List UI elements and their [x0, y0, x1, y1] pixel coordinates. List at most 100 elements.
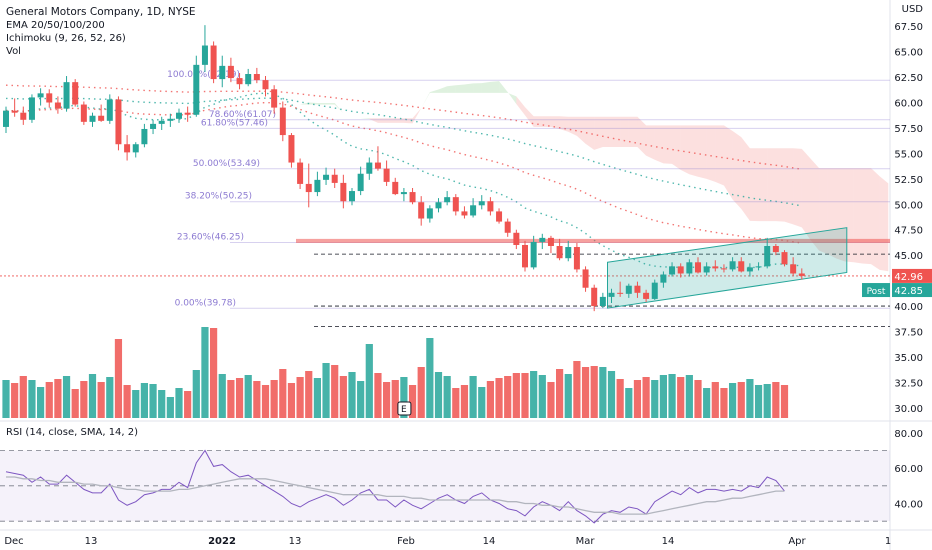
candle-body [496, 211, 503, 222]
candle-body [158, 120, 165, 124]
ichimoku-cloud-segment [481, 81, 491, 93]
rsi-tick-label: 40.00 [894, 500, 923, 511]
candle-body [798, 273, 805, 276]
ichimoku-cloud-segment [447, 85, 456, 93]
ichimoku-cloud-segment [550, 116, 560, 129]
volume-bar [383, 382, 391, 418]
fib-level-label: 23.60%(46.25) [177, 232, 244, 242]
candle-body [781, 252, 788, 265]
volume-bar [175, 388, 183, 418]
volume-bar [235, 378, 244, 418]
candle-body [746, 267, 753, 272]
candle-body [3, 110, 9, 127]
fib-level-label: 100.00%(62.19) [167, 70, 240, 80]
candle-body [599, 296, 606, 307]
legend-ichimoku[interactable]: Ichimoku (9, 26, 52, 26) [6, 33, 126, 44]
ichimoku-cloud-segment [533, 116, 543, 127]
candle-body [37, 93, 44, 98]
ichimoku-cloud-segment [680, 125, 690, 175]
candle-body [115, 99, 122, 145]
rsi-legend[interactable]: RSI (14, close, SMA, 14, 2) [6, 427, 139, 438]
candle-body [193, 64, 200, 115]
candle-body [340, 182, 347, 202]
candle-body [210, 45, 217, 80]
volume-bar [408, 385, 417, 418]
candle-body [98, 115, 105, 121]
price-tick-label: 30.00 [894, 404, 923, 415]
candle-body [669, 266, 676, 275]
candle-body [625, 285, 632, 294]
volume-bar [469, 376, 477, 418]
price-tick-label: 37.50 [894, 327, 923, 338]
volume-bar [80, 381, 88, 418]
volume-bar [763, 384, 771, 418]
volume-bar [11, 383, 19, 418]
volume-bar [244, 375, 252, 418]
post-label: Post [867, 287, 886, 297]
candle-body [470, 205, 477, 216]
candle-body [132, 144, 139, 153]
volume-bar [581, 367, 590, 418]
time-tick-label: 14 [483, 536, 496, 547]
price-tick-label: 50.00 [894, 200, 923, 211]
candle-body [418, 202, 425, 219]
volume-bar [2, 380, 10, 418]
post-badge [862, 283, 890, 298]
volume-bar [495, 378, 503, 418]
candle-body [487, 201, 494, 212]
price-tick-label: 55.00 [894, 149, 923, 160]
volume-bar [556, 369, 564, 418]
ichimoku-cloud-segment [594, 116, 603, 150]
ichimoku-cloud-segment [421, 92, 430, 109]
price-tick-label: 65.00 [894, 48, 923, 59]
ichimoku-cloud-segment [377, 118, 387, 123]
ichimoku-cloud-segment [732, 131, 742, 209]
candle-body [444, 197, 451, 203]
ichimoku-cloud-segment [317, 103, 327, 105]
ichimoku-cloud-segment [395, 118, 404, 123]
candle-body [219, 65, 226, 80]
ichimoku-cloud-segment [646, 125, 655, 160]
candle-body [150, 123, 157, 129]
candle-body [582, 269, 589, 288]
ichimoku-cloud-segment [715, 125, 724, 186]
ichimoku-cloud-segment [343, 113, 352, 119]
price-tick-label: 35.00 [894, 353, 923, 364]
candle-body [729, 261, 736, 270]
legend-ema[interactable]: EMA 20/50/100/200 [6, 20, 105, 31]
candle-body [20, 112, 27, 120]
volume-bar [443, 376, 451, 418]
volume-bar [261, 385, 270, 418]
ichimoku-cloud-segment [698, 125, 707, 179]
ichimoku-cloud-segment [758, 148, 768, 222]
volume-bar [357, 381, 365, 418]
volume-bar [668, 374, 676, 418]
candle-body [478, 201, 485, 206]
candle-body [167, 118, 174, 121]
legend-vol[interactable]: Vol [6, 46, 21, 57]
volume-bar [62, 376, 71, 418]
chart-title: General Motors Company, 1D, NYSE [6, 6, 196, 18]
time-tick-label: Feb [397, 536, 415, 547]
candle-body [547, 237, 554, 247]
volume-bar [158, 390, 166, 418]
candle-body [677, 266, 684, 274]
ichimoku-cloud-segment [862, 168, 871, 265]
earnings-marker [397, 401, 412, 416]
price-tick-label: 47.50 [894, 226, 923, 237]
volume-bar [140, 383, 148, 418]
ichimoku-cloud-segment [412, 108, 422, 124]
candle-body [772, 246, 779, 253]
time-tick-label: 14 [662, 536, 675, 547]
volume-bar [452, 388, 460, 418]
ichimoku-cloud-segment [334, 103, 344, 114]
candle-body [271, 89, 278, 108]
ichimoku-cloud-segment [326, 103, 335, 105]
volume-bar [97, 382, 105, 418]
volume-bar [685, 375, 693, 418]
volume-bar [270, 380, 278, 418]
ichimoku-cloud-segment [853, 168, 863, 264]
ichimoku-cloud-segment [507, 92, 517, 105]
